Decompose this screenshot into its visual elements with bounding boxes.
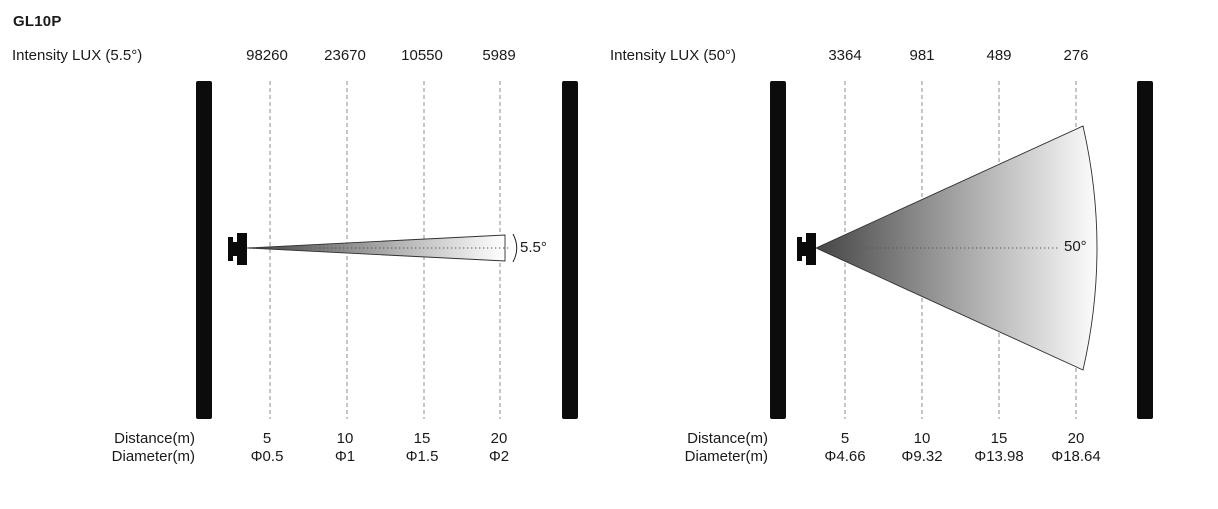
diameter-value: Φ18.64 (1051, 448, 1101, 465)
diameter-value: Φ13.98 (974, 448, 1024, 465)
fixture-icon (228, 233, 247, 265)
intensity-value: 3364 (828, 47, 862, 64)
wall-bar-left (770, 81, 786, 419)
diameter-value: Φ4.66 (824, 448, 866, 465)
distance-value: 20 (490, 430, 508, 447)
angle-arc (512, 233, 518, 263)
diameter-row-label: Diameter(m) (111, 448, 195, 465)
distance-row-label: Distance(m) (114, 430, 195, 447)
diameter-value: Φ1 (334, 448, 356, 465)
intensity-value: 489 (986, 47, 1012, 64)
intensity-value: 98260 (246, 47, 288, 64)
distance-value: 15 (413, 430, 431, 447)
distance-value: 5 (262, 430, 272, 447)
fixture-icon (797, 233, 816, 265)
wall-bar-left (196, 81, 212, 419)
distance-value: 5 (840, 430, 850, 447)
diameter-value: Φ9.32 (901, 448, 943, 465)
narrow-beam-plot (228, 81, 518, 419)
intensity-value: 23670 (324, 47, 366, 64)
diameter-value: Φ2 (488, 448, 510, 465)
diameter-row-label: Diameter(m) (684, 448, 768, 465)
diameter-value: Φ0.5 (250, 448, 284, 465)
beam-angle-value-narrow: 5.5° (520, 239, 547, 256)
distance-value: 15 (990, 430, 1008, 447)
distance-row-label: Distance(m) (687, 430, 768, 447)
intensity-value: 276 (1063, 47, 1089, 64)
model-title: GL10P (13, 13, 62, 30)
beam-angle-value-wide: 50° (1064, 238, 1087, 255)
intensity-value: 10550 (401, 47, 443, 64)
intensity-axis-label-narrow: Intensity LUX (5.5°) (12, 47, 143, 64)
distance-value: 10 (336, 430, 354, 447)
intensity-value: 5989 (482, 47, 516, 64)
diameter-value: Φ1.5 (405, 448, 439, 465)
intensity-axis-label-wide: Intensity LUX (50°) (610, 47, 737, 64)
distance-value: 10 (913, 430, 931, 447)
wall-bar-right (562, 81, 578, 419)
wall-bar-right (1137, 81, 1153, 419)
wide-beam-plot (797, 81, 1098, 419)
distance-value: 20 (1067, 430, 1085, 447)
intensity-value: 981 (909, 47, 935, 64)
